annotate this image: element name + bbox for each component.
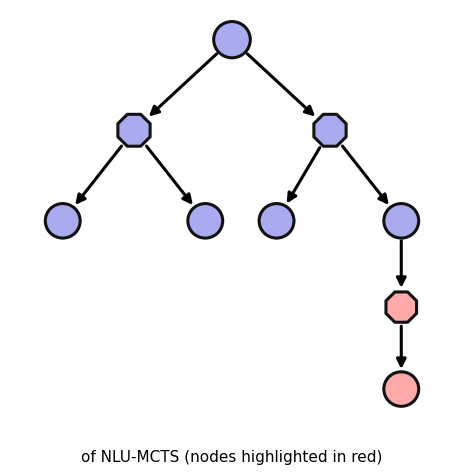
Text: of NLU-MCTS (nodes highlighted in red): of NLU-MCTS (nodes highlighted in red) xyxy=(81,449,382,465)
Ellipse shape xyxy=(188,204,222,238)
Ellipse shape xyxy=(45,204,80,238)
Ellipse shape xyxy=(258,204,294,238)
Ellipse shape xyxy=(383,372,418,406)
Polygon shape xyxy=(118,114,150,146)
Polygon shape xyxy=(313,114,345,146)
Polygon shape xyxy=(385,292,416,322)
Ellipse shape xyxy=(383,204,418,238)
Ellipse shape xyxy=(213,21,250,58)
